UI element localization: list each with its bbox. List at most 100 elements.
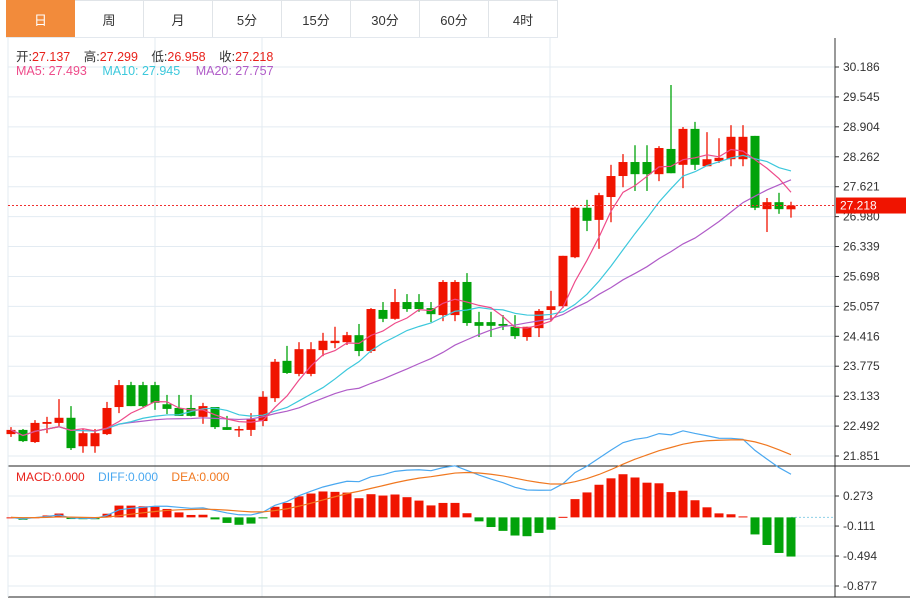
tab-5min[interactable]: 5分: [213, 0, 282, 37]
candle: [522, 326, 532, 341]
candle: [378, 302, 388, 323]
candle-body: [750, 135, 760, 208]
macd-bar: [114, 505, 124, 518]
tab-month[interactable]: 月: [144, 0, 213, 37]
candle-body: [486, 322, 496, 326]
open-label: 开:: [16, 50, 32, 64]
tab-15min[interactable]: 15分: [282, 0, 351, 37]
candle-body: [210, 407, 220, 428]
macd-tick-label: -0.111: [843, 519, 876, 533]
candle-body: [714, 157, 724, 162]
candle-body: [786, 205, 796, 210]
candle-body: [306, 349, 316, 374]
candle: [282, 345, 292, 374]
macd-tick-label: 0.273: [843, 489, 873, 503]
macd-bar: [630, 477, 640, 518]
candle: [498, 315, 508, 331]
macd-bar: [366, 494, 376, 518]
candle: [6, 427, 16, 437]
macd-bar: [582, 492, 592, 518]
macd-bar: [738, 516, 748, 518]
candle-body: [666, 148, 676, 174]
macd-bar: [654, 483, 664, 518]
candle: [654, 146, 664, 182]
price-tick-label: 26.339: [843, 240, 880, 254]
macd-bar: [318, 491, 328, 518]
tab-week[interactable]: 周: [75, 0, 144, 37]
ma10-value: MA10: 27.945: [102, 64, 181, 78]
macd-bar: [774, 517, 784, 553]
ma10-line: [10, 154, 792, 437]
candle: [702, 132, 712, 167]
diff-value: DIFF:0.000: [98, 470, 159, 484]
macd-bar: [294, 496, 304, 518]
low-value: 26.958: [167, 50, 206, 64]
candle: [582, 199, 592, 232]
macd-bar: [558, 516, 568, 518]
macd-bar: [522, 517, 532, 537]
candle: [786, 201, 796, 218]
macd-bar: [510, 517, 520, 536]
candle: [366, 308, 376, 353]
macd-bar: [174, 512, 184, 518]
candle-body: [474, 322, 484, 326]
candle: [78, 428, 88, 453]
ma20-line: [10, 179, 792, 437]
macd-bar: [426, 505, 436, 518]
candle: [102, 401, 112, 436]
candle-body: [510, 326, 520, 337]
candle: [642, 145, 652, 191]
price-tick-label: 23.775: [843, 359, 880, 373]
candle-body: [630, 162, 640, 175]
candle-body: [222, 427, 232, 430]
macd-value: MACD:0.000: [16, 470, 85, 484]
tab-4hour[interactable]: 4时: [489, 0, 558, 37]
macd-bar: [750, 517, 760, 535]
tab-30min[interactable]: 30分: [351, 0, 420, 37]
candle: [354, 323, 364, 357]
candle: [462, 273, 472, 326]
tab-60min[interactable]: 60分: [420, 0, 489, 37]
candle-body: [642, 162, 652, 175]
macd-tick-label: -0.494: [843, 549, 877, 563]
candle-body: [534, 310, 544, 329]
open-value: 27.137: [31, 50, 71, 64]
price-tick-label: 28.262: [843, 150, 880, 164]
candle-body: [6, 429, 16, 435]
candle: [402, 294, 412, 312]
candle: [438, 280, 448, 322]
macd-bar: [138, 506, 148, 518]
candle: [714, 138, 724, 163]
candle-body: [606, 176, 616, 198]
candle-body: [198, 406, 208, 417]
candle-body: [390, 302, 400, 319]
candle: [414, 294, 424, 312]
ma-legend: MA5: 27.493 MA10: 27.945 MA20: 27.757: [16, 64, 274, 78]
macd-bar: [690, 500, 700, 518]
candle-body: [498, 323, 508, 326]
candle-body: [690, 128, 700, 165]
candle: [774, 192, 784, 214]
price-tick-label: 27.621: [843, 180, 880, 194]
dea-line: [10, 439, 792, 519]
macd-bar: [462, 513, 472, 518]
candle-body: [438, 281, 448, 316]
candle-body: [30, 422, 40, 443]
current-price-tag: [836, 197, 906, 214]
price-tick-label: 28.904: [843, 120, 880, 134]
candle-body: [726, 136, 736, 160]
ohlc-readout: 开:27.137 高:27.299 低:26.958 收:27.218: [16, 46, 283, 65]
candle-body: [678, 128, 688, 165]
macd-bar: [162, 508, 172, 518]
macd-bar: [762, 517, 772, 545]
candle-body: [162, 404, 172, 409]
macd-bar: [222, 517, 232, 523]
candle: [66, 406, 76, 450]
candle-body: [258, 396, 268, 422]
candle-body: [138, 385, 148, 407]
price-tick-label: 23.133: [843, 389, 880, 403]
diff-line: [10, 430, 792, 520]
tab-day[interactable]: 日: [6, 0, 75, 37]
dea-value: DEA:0.000: [171, 470, 230, 484]
